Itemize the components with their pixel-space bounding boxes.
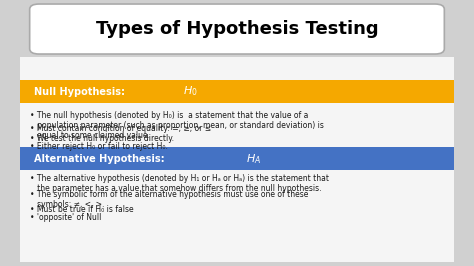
Text: • Either reject H₀ or fail to reject H₀.: • Either reject H₀ or fail to reject H₀. <box>30 142 167 151</box>
Text: • The alternative hypothesis (denoted by H₁ or Hₐ or Hₐ) is the statement that
 : • The alternative hypothesis (denoted by… <box>30 174 328 193</box>
Text: • 'opposite' of Null: • 'opposite' of Null <box>30 213 101 222</box>
Text: Alternative Hypothesis:: Alternative Hypothesis: <box>35 154 168 164</box>
Text: • We test the null hypothesis directly.: • We test the null hypothesis directly. <box>30 134 173 143</box>
Text: • Must contain condition of equality: =, ≥, or ≤: • Must contain condition of equality: =,… <box>30 124 211 133</box>
Text: $H_A$: $H_A$ <box>246 152 262 165</box>
FancyBboxPatch shape <box>20 80 454 103</box>
FancyBboxPatch shape <box>20 147 454 170</box>
FancyBboxPatch shape <box>30 4 444 54</box>
Text: $H_0$: $H_0$ <box>183 85 198 98</box>
Text: • The null hypothesis (denoted by H₀) is  a statement that the value of a
   pop: • The null hypothesis (denoted by H₀) is… <box>30 111 324 140</box>
FancyBboxPatch shape <box>20 57 454 262</box>
Text: • Must be true if H₀ is false: • Must be true if H₀ is false <box>30 205 133 214</box>
Text: Null Hypothesis:: Null Hypothesis: <box>35 86 129 97</box>
Text: • The symbolic form of the alternative hypothesis must use one of these
   symbo: • The symbolic form of the alternative h… <box>30 190 308 209</box>
Text: Types of Hypothesis Testing: Types of Hypothesis Testing <box>96 20 378 38</box>
